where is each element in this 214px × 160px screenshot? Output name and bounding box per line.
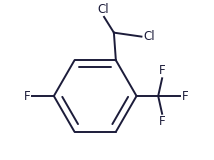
Text: F: F: [159, 64, 165, 77]
Text: F: F: [182, 89, 189, 103]
Text: Cl: Cl: [143, 30, 155, 43]
Text: F: F: [159, 115, 165, 128]
Text: F: F: [24, 89, 30, 103]
Text: Cl: Cl: [97, 3, 109, 16]
